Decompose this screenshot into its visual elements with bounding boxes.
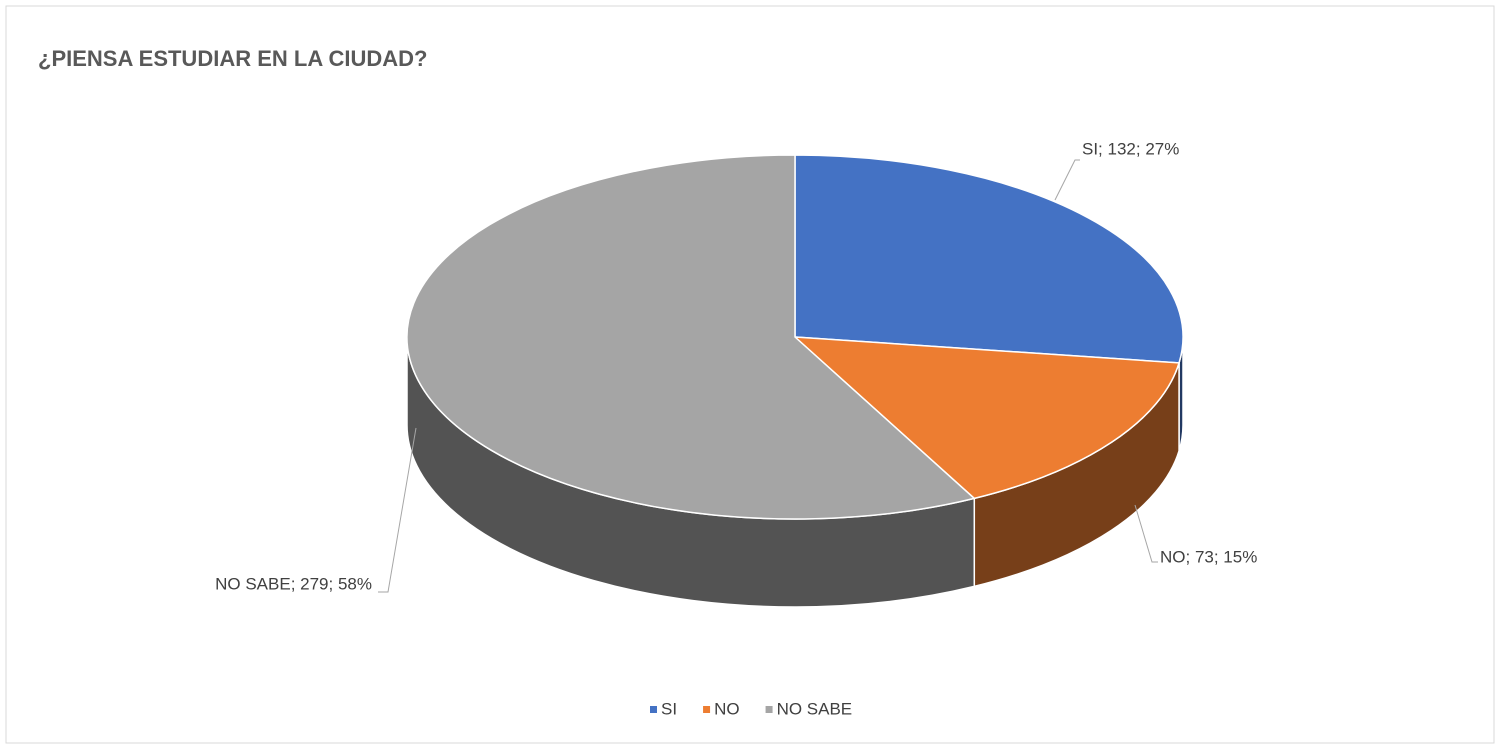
pie-slice (792, 336, 1181, 500)
legend-label: NO (714, 699, 740, 718)
leader-line (1134, 504, 1158, 563)
legend-swatch (765, 706, 773, 713)
data-label: SI; 132; 27% (1082, 139, 1179, 158)
legend-label: NO SABE (777, 699, 853, 718)
data-label: NO; 73; 15% (1160, 547, 1257, 566)
leader-line (1054, 159, 1080, 201)
pie-slice (794, 154, 1184, 364)
legend-label: SI (661, 699, 677, 718)
pie-slice (406, 154, 976, 520)
data-label: NO SABE; 279; 58% (215, 574, 372, 593)
leader-line (378, 427, 417, 593)
chart-title: ¿PIENSA ESTUDIAR EN LA CIUDAD? (38, 46, 428, 71)
legend-swatch (650, 706, 657, 713)
legend-swatch (703, 706, 711, 713)
